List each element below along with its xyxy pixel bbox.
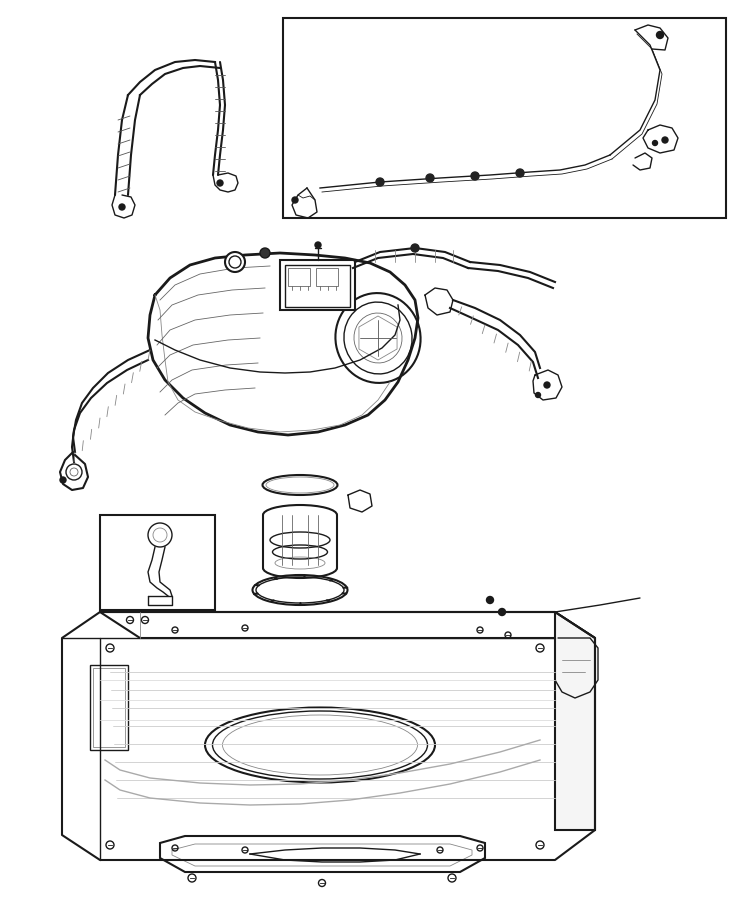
Circle shape — [499, 608, 505, 616]
Circle shape — [544, 382, 550, 388]
Circle shape — [60, 477, 66, 483]
Circle shape — [225, 252, 245, 272]
Bar — [280, 260, 355, 310]
Circle shape — [662, 137, 668, 143]
Circle shape — [653, 140, 657, 146]
Polygon shape — [160, 836, 485, 872]
Circle shape — [516, 169, 524, 177]
Circle shape — [260, 248, 270, 258]
Circle shape — [426, 174, 434, 182]
Circle shape — [536, 392, 540, 398]
Bar — [93, 668, 125, 747]
Bar — [285, 265, 350, 307]
Bar — [316, 268, 338, 286]
Circle shape — [315, 242, 321, 248]
Polygon shape — [100, 612, 595, 638]
Circle shape — [411, 244, 419, 252]
Circle shape — [292, 197, 298, 203]
Circle shape — [657, 32, 663, 39]
Bar — [90, 665, 128, 750]
Circle shape — [471, 172, 479, 180]
Bar — [283, 18, 726, 218]
Bar — [288, 268, 310, 286]
Circle shape — [217, 180, 223, 186]
Bar — [100, 515, 215, 610]
Ellipse shape — [336, 293, 421, 382]
Circle shape — [487, 597, 494, 604]
Circle shape — [376, 178, 384, 186]
Circle shape — [119, 204, 125, 210]
Polygon shape — [555, 612, 595, 830]
